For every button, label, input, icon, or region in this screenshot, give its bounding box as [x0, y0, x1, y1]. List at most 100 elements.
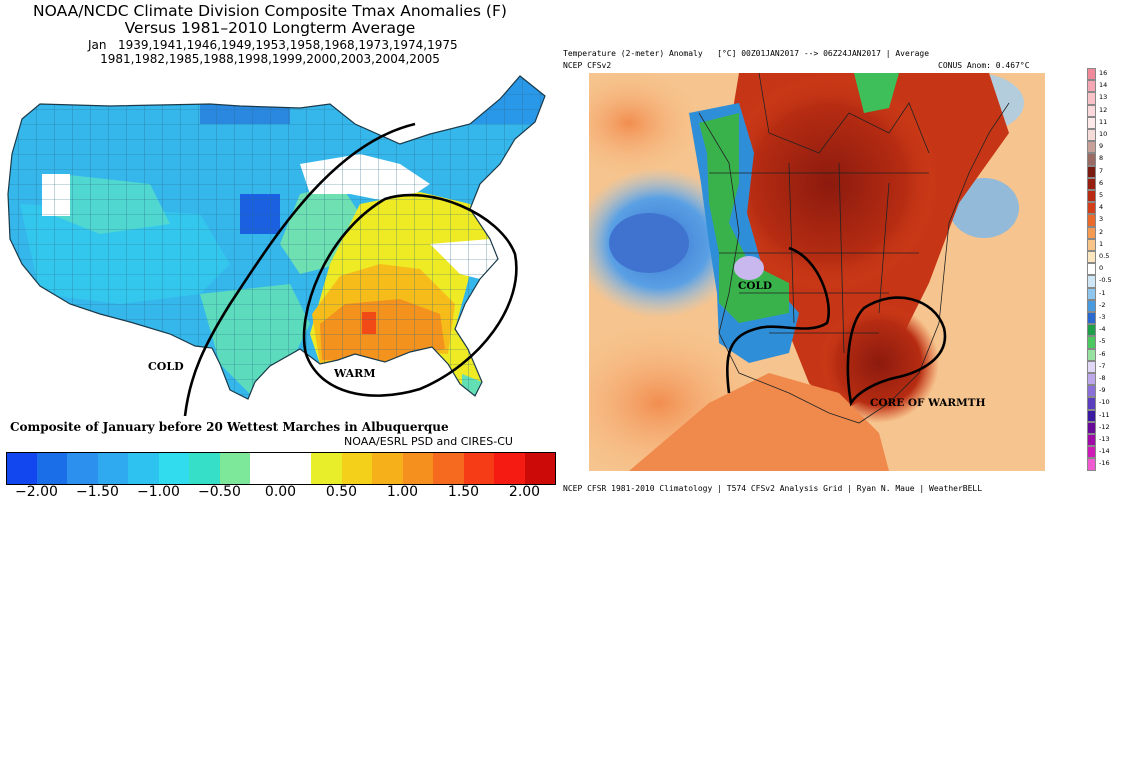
- right-map-header: Temperature (2-meter) Anomaly [°C] 00Z01…: [563, 49, 930, 58]
- right-colorbar-level-label: 11: [1099, 117, 1108, 126]
- left-colorbar-cell: [128, 452, 159, 485]
- left-colorbar-cell: [219, 452, 250, 485]
- left-map-years-line2: 1981,1982,1985,1988,1998,1999,2000,2003,…: [100, 52, 440, 66]
- right-colorbar-level-label: 6: [1099, 178, 1104, 187]
- left-colorbar-cell: [158, 452, 189, 485]
- left-colorbar-cell: [280, 452, 311, 485]
- right-colorbar-level-label: -12: [1099, 422, 1110, 431]
- right-cold-contour: [726, 246, 830, 394]
- right-colorbar-cell: [1087, 299, 1096, 312]
- left-colorbar-cell: [524, 452, 556, 485]
- right-north-america-anomaly-map: [589, 73, 1045, 471]
- right-colorbar-cell: [1087, 92, 1096, 105]
- left-colorbar-cell: [402, 452, 433, 485]
- left-cold-boundary-line: [183, 122, 416, 416]
- left-colorbar-cell: [97, 452, 128, 485]
- right-colorbar-level-label: -2: [1099, 300, 1106, 309]
- right-colorbar-cell: [1087, 104, 1096, 117]
- right-map-footer: NCEP CFSR 1981-2010 Climatology | T574 C…: [563, 484, 983, 493]
- left-colorbar-cell: [6, 452, 38, 485]
- left-colorbar-cell: [189, 452, 220, 485]
- right-colorbar-level-label: 7: [1099, 166, 1104, 175]
- right-colorbar-level-label: -3: [1099, 313, 1106, 321]
- right-colorbar-cell: [1087, 116, 1096, 129]
- right-colorbar-level-label: -6: [1099, 349, 1106, 358]
- left-colorbar-tick-label: 1.50: [447, 484, 480, 500]
- right-colorbar-cell: [1087, 177, 1096, 190]
- left-caption: Composite of January before 20 Wettest M…: [10, 420, 449, 434]
- right-colorbar-cell: [1087, 348, 1096, 361]
- left-map-title: NOAA/NCDC Climate Division Composite Tma…: [33, 2, 507, 20]
- right-colorbar-cell: [1087, 421, 1096, 434]
- left-colorbar-cell: [463, 452, 494, 485]
- left-colorbar-tick-label: 1.00: [386, 484, 419, 500]
- right-colorbar-level-label: 16: [1099, 69, 1108, 77]
- left-colorbar-tick-label: −1.50: [76, 484, 119, 500]
- left-colorbar-cell: [311, 452, 342, 485]
- right-map-model: NCEP CFSv2: [563, 61, 612, 70]
- right-colorbar-cell: [1087, 226, 1096, 239]
- right-colorbar-cell: [1087, 68, 1096, 81]
- right-colorbar-cell: [1087, 360, 1096, 373]
- right-colorbar-level-label: -9: [1099, 386, 1106, 395]
- right-colorbar-level-label: 13: [1099, 93, 1108, 102]
- right-colorbar-cell: [1087, 385, 1096, 398]
- right-colorbar-level-label: -4: [1099, 325, 1106, 334]
- right-colorbar-level-label: -10: [1099, 398, 1110, 407]
- right-colorbar-cell: [1087, 129, 1096, 142]
- right-colorbar-level-label: -8: [1099, 374, 1106, 382]
- right-colorbar-cell: [1087, 397, 1096, 410]
- right-colorbar-level-label: 4: [1099, 203, 1104, 212]
- right-colorbar-cell: [1087, 275, 1096, 288]
- right-colorbar-level-label: -0.5: [1099, 276, 1112, 285]
- right-colorbar-cell: [1087, 458, 1096, 471]
- left-map-subtitle: Versus 1981–2010 Longterm Average: [124, 19, 416, 37]
- left-colorbar-cell: [341, 452, 372, 485]
- left-colorbar-tick-label: 2.00: [508, 484, 541, 500]
- left-colorbar-cell: [372, 452, 403, 485]
- right-colorbar-cell: [1087, 373, 1096, 386]
- right-colorbar-cell: [1087, 165, 1096, 178]
- right-colorbar-level-label: 5: [1099, 191, 1104, 199]
- right-map-conus-anom: CONUS Anom: 0.467°C: [938, 61, 1030, 70]
- right-colorbar-level-label: 0: [1099, 264, 1104, 273]
- right-colorbar-cell: [1087, 263, 1096, 276]
- right-colorbar-level-label: 8: [1099, 154, 1104, 163]
- left-label-warm: WARM: [334, 367, 376, 380]
- right-label-core-of-warmth: CORE OF WARMTH: [870, 397, 986, 409]
- right-colorbar-cell: [1087, 214, 1096, 227]
- left-colorbar-tick-label: 0.00: [264, 484, 297, 500]
- right-colorbar-level-label: 2: [1099, 227, 1104, 236]
- right-colorbar-level-label: -5: [1099, 337, 1106, 346]
- right-colorbar-level-label: 0.5: [1099, 252, 1110, 260]
- left-us-outline: [7, 75, 546, 400]
- left-colorbar-cell: [36, 452, 67, 485]
- right-colorbar-cell: [1087, 446, 1096, 459]
- right-colorbar-cell: [1087, 287, 1096, 300]
- right-colorbar-level-label: -1: [1099, 288, 1106, 297]
- left-credit: NOAA/ESRL PSD and CIRES-CU: [344, 435, 513, 448]
- right-colorbar-cell: [1087, 141, 1096, 154]
- left-colorbar-cell: [433, 452, 464, 485]
- left-label-cold: COLD: [148, 360, 184, 373]
- right-colorbar-level-label: -7: [1099, 361, 1106, 370]
- right-label-cold: COLD: [738, 280, 772, 292]
- left-colorbar-cell: [250, 452, 281, 485]
- left-colorbar-cell: [67, 452, 98, 485]
- left-colorbar-tick-label: −2.00: [15, 484, 58, 500]
- right-colorbar-cell: [1087, 336, 1096, 349]
- right-colorbar-cell: [1087, 202, 1096, 215]
- right-colorbar-level-label: -16: [1099, 459, 1110, 468]
- left-map-years-line1: Jan 1939,1941,1946,1949,1953,1958,1968,1…: [88, 38, 458, 52]
- left-warm-outline-loop: [302, 193, 518, 397]
- right-colorbar-level-label: 12: [1099, 105, 1108, 114]
- right-colorbar-cell: [1087, 251, 1096, 264]
- left-colorbar-tick-label: 0.50: [325, 484, 358, 500]
- right-colorbar-level-label: -14: [1099, 447, 1110, 456]
- left-colorbar-cell: [494, 452, 525, 485]
- right-core-warmth-contour: [846, 296, 947, 407]
- right-colorbar-cell: [1087, 238, 1096, 251]
- right-colorbar-cell: [1087, 153, 1096, 166]
- right-colorbar-level-label: 9: [1099, 142, 1104, 151]
- right-colorbar-level-label: -13: [1099, 435, 1110, 443]
